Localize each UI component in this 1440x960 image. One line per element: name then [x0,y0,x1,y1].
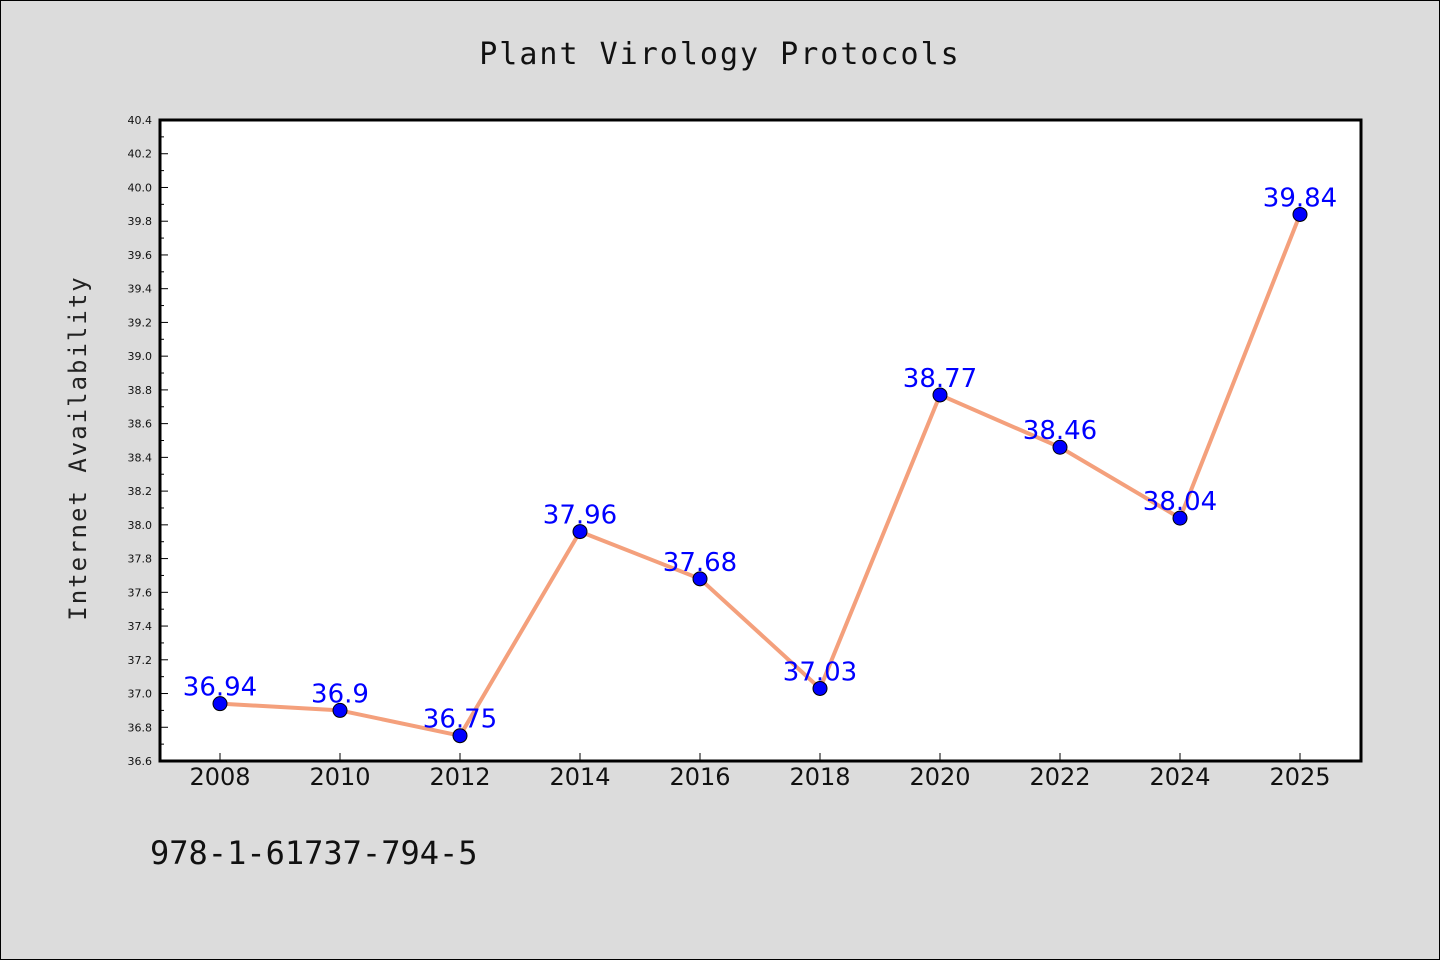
x-tick-label: 2018 [789,763,850,791]
isbn-footer: 978-1-61737-794-5 [150,834,478,872]
data-label: 38.77 [903,364,977,394]
y-tick-label: 38.0 [128,519,153,532]
y-tick-label: 38.8 [128,384,153,397]
data-point [212,696,228,712]
y-tick-label: 39.0 [128,350,153,363]
y-tick-label: 37.8 [128,553,153,566]
y-tick-label: 39.6 [128,249,153,262]
x-tick-label: 2008 [189,763,250,791]
data-label: 38.04 [1143,487,1217,517]
data-point [812,680,828,696]
y-tick-label: 40.4 [128,114,153,127]
x-tick-label: 2012 [429,763,490,791]
y-tick-label: 38.6 [128,418,153,431]
data-label: 37.96 [543,501,617,531]
y-tick-label: 38.2 [128,485,153,498]
data-label: 37.68 [663,548,737,578]
y-tick-label: 37.6 [128,586,153,599]
x-tick-label: 2020 [909,763,970,791]
x-tick-label: 2025 [1269,763,1330,791]
y-tick-label: 39.4 [128,283,153,296]
series-line-group [212,206,1308,744]
y-axis-ticks: 36.6 36.8 37.0 37.2 37.4 37.6 37.8 38.0 38.2 38.4… [128,114,168,768]
x-tick-label: 2014 [549,763,610,791]
y-tick-label: 36.8 [128,721,153,734]
x-axis-ticks: 2008 2010 2012 2014 2016 2018 2020 2022 2024 2025 [189,753,1331,791]
x-tick-label: 2022 [1029,763,1090,791]
data-label: 39.84 [1263,183,1337,213]
data-point [932,387,948,403]
y-tick-label: 40.2 [128,148,153,161]
x-tick-label: 2024 [1149,763,1210,791]
y-tick-label: 38.4 [128,451,153,464]
y-tick-label: 39.2 [128,316,153,329]
data-label: 37.03 [783,657,857,687]
plot-area [158,118,1363,763]
data-point [572,524,588,540]
series-line [219,213,1302,738]
chart-title: Plant Virology Protocols [479,37,960,72]
y-tick-label: 37.2 [128,654,153,667]
data-point [1172,510,1188,526]
data-point [1292,206,1308,222]
y-tick-label: 37.0 [128,688,153,701]
x-tick-label: 2010 [309,763,370,791]
y-tick-label: 37.4 [128,620,153,633]
data-label: 36.9 [311,679,369,709]
data-point [1052,439,1068,455]
y-axis-label: Internet Availability [64,275,92,620]
data-point [692,571,708,587]
data-point [332,702,348,718]
x-tick-label: 2016 [669,763,730,791]
y-tick-label: 36.6 [128,755,153,768]
data-point [452,728,468,744]
data-label: 36.75 [423,705,497,735]
data-label: 38.46 [1023,416,1097,446]
data-labels-group: 36.94 36.9 36.75 37.96 37.68 37.03 38.77 38.46 3… [183,183,1337,734]
y-tick-label: 39.8 [128,215,153,228]
y-tick-label: 40.0 [128,181,153,194]
data-label: 36.94 [183,673,257,703]
